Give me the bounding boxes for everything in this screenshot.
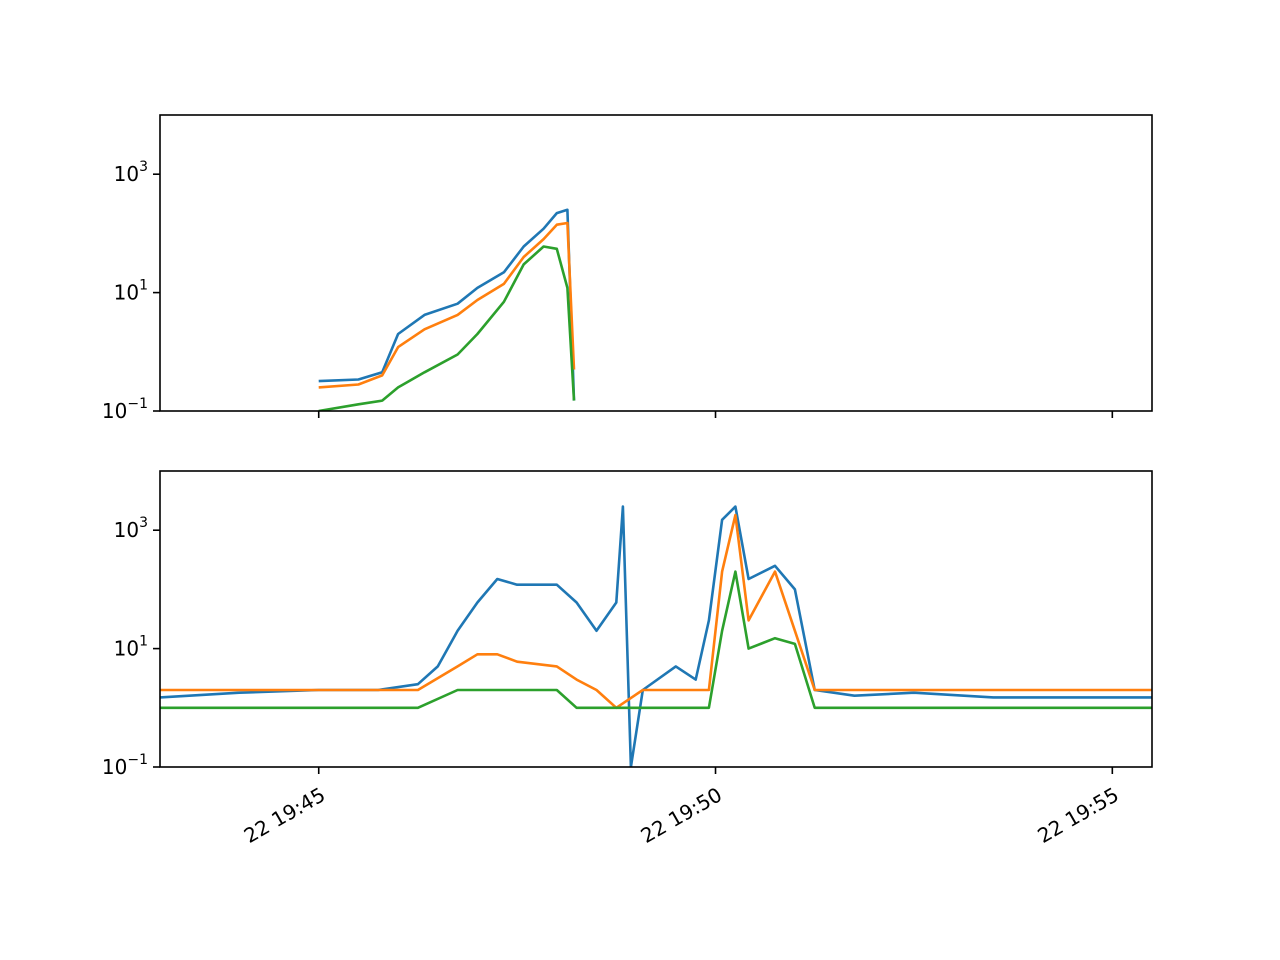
top-y-tick-label-exponent: 1 [139,278,148,294]
top-y-tick-label-base: 10 [114,281,139,305]
top-axes-frame [159,114,1153,412]
top-series-line-3 [318,245,576,411]
bottom-series-line-3 [160,570,1152,710]
top-y-tick-label-base: 10 [102,399,127,423]
top-y-tick-label: 101 [114,278,148,305]
top-y-tick-label: 103 [114,159,148,186]
bottom-y-tick-label: 103 [114,515,148,542]
bottom-plot-area [160,505,1152,767]
top-y-tick-label: 10−1 [102,396,148,423]
bottom-series-line-2 [160,513,1152,710]
top-plot-area [318,208,576,411]
top-x-axis [317,411,1114,418]
top-y-tick-label-base: 10 [114,162,139,186]
top-series-line-1 [318,208,576,401]
top-y-tick-label-exponent: −1 [127,396,148,412]
bottom-y-tick-label-exponent: 3 [139,515,148,531]
bottom-y-tick-label-exponent: 1 [139,634,148,650]
bottom-axes-frame [159,470,1153,768]
bottom-y-tick-label-exponent: −1 [127,752,148,768]
bottom-y-tick-label-base: 10 [114,518,139,542]
bottom-y-tick-label-base: 10 [114,637,139,661]
top-y-tick-label-exponent: 3 [139,159,148,175]
bottom-y-tick-label-base: 10 [102,755,127,779]
bottom-y-tick-label: 10−1 [102,752,148,779]
top-series-line-2 [318,221,576,389]
bottom-y-tick-label: 101 [114,634,148,661]
